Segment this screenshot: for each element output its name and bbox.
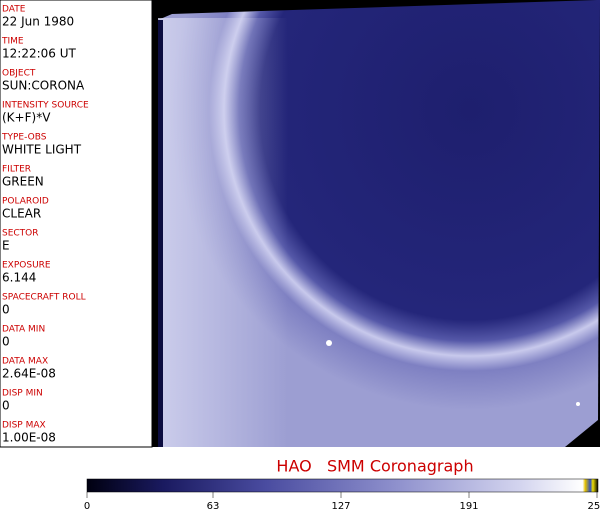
- field-label: SECTOR: [2, 229, 39, 239]
- field-value: 0: [2, 303, 10, 317]
- field-value: WHITE LIGHT: [2, 143, 82, 157]
- field-label: POLAROID: [2, 197, 49, 207]
- field-value: CLEAR: [2, 207, 41, 221]
- field-value: 1.00E-08: [2, 431, 56, 445]
- field-value: 12:22:06 UT: [2, 47, 76, 61]
- title: HAO SMM Coronagraph: [276, 457, 473, 476]
- field-label: OBJECT: [2, 69, 36, 79]
- field-label: TIME: [1, 37, 24, 47]
- image-spot: [576, 402, 580, 406]
- field-label: INTENSITY SOURCE: [2, 101, 89, 111]
- field-value: (K+F)*V: [2, 111, 51, 125]
- image-edge: [158, 20, 163, 447]
- colorbar: [86, 478, 599, 493]
- field-label: DISP MAX: [2, 421, 46, 431]
- info-panel: [0, 0, 153, 448]
- field-label: DATA MIN: [2, 325, 45, 335]
- field-value: 0: [2, 399, 10, 413]
- image-spot: [326, 340, 332, 346]
- field-label: TYPE-OBS: [1, 133, 47, 143]
- tick-label: 0: [84, 501, 90, 512]
- field-label: DATE: [2, 5, 26, 15]
- field-value: SUN:CORONA: [2, 79, 85, 93]
- field-value: 6.144: [2, 271, 36, 285]
- image-glow: [158, 18, 288, 447]
- tick-label: 255: [587, 501, 600, 512]
- field-label: SPACECRAFT ROLL: [2, 293, 86, 303]
- field-label: FILTER: [2, 165, 31, 175]
- field-label: EXPOSURE: [2, 261, 51, 271]
- field-label: DATA MAX: [2, 357, 48, 367]
- tick-label: 63: [207, 501, 220, 512]
- tick-label: 191: [459, 501, 478, 512]
- field-value: 22 Jun 1980: [2, 15, 74, 29]
- field-value: 2.64E-08: [2, 367, 56, 381]
- field-value: E: [2, 239, 10, 253]
- field-value: 0: [2, 335, 10, 349]
- tick-label: 127: [331, 501, 350, 512]
- field-value: GREEN: [2, 175, 44, 189]
- field-label: DISP MIN: [2, 389, 43, 399]
